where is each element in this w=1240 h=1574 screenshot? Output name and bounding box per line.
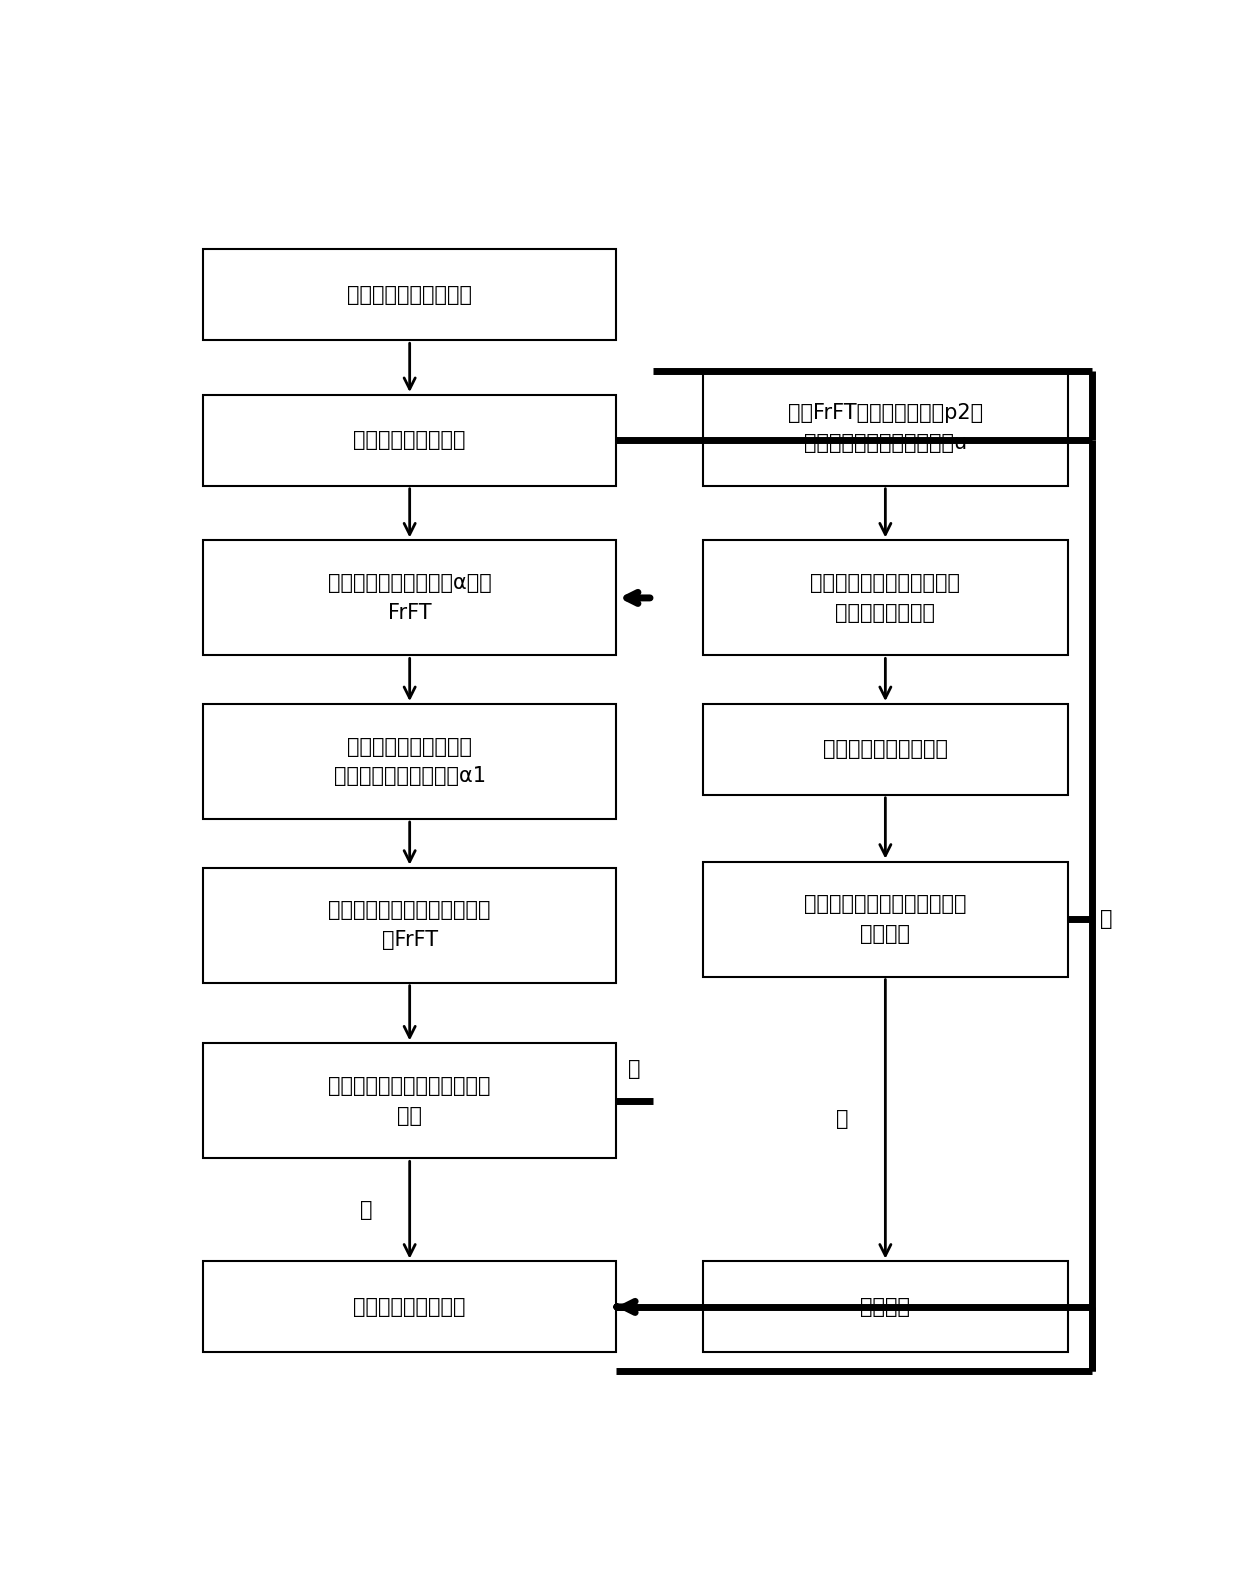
Text: 最强谱线对应的幅度是否小于
门限值？: 最强谱线对应的幅度是否小于 门限值？	[804, 894, 967, 944]
Text: 否: 否	[1100, 910, 1112, 929]
FancyBboxPatch shape	[203, 250, 616, 340]
FancyBboxPatch shape	[703, 861, 1068, 976]
Text: 变换域滤波，信号分离: 变换域滤波，信号分离	[823, 740, 947, 759]
FancyBboxPatch shape	[203, 1044, 616, 1158]
Text: 波束形成后的输出信号: 波束形成后的输出信号	[347, 285, 472, 305]
FancyBboxPatch shape	[203, 1261, 616, 1352]
Text: 二维搜索参数初始化: 二维搜索参数初始化	[353, 430, 466, 450]
FancyBboxPatch shape	[703, 1261, 1068, 1352]
Text: 是: 是	[836, 1110, 848, 1129]
FancyBboxPatch shape	[703, 540, 1068, 655]
Text: 否: 否	[360, 1199, 373, 1220]
Text: 尺度变换，小范围下的精确二
维FrFT: 尺度变换，小范围下的精确二 维FrFT	[329, 900, 491, 951]
Text: 对幅度峰值一维搜索，
得到最大值的旋转参数α1: 对幅度峰值一维搜索， 得到最大值的旋转参数α1	[334, 737, 486, 787]
FancyBboxPatch shape	[703, 704, 1068, 795]
Text: 对遍历所选参数区间的α，做
FrFT: 对遍历所选参数区间的α，做 FrFT	[327, 573, 491, 623]
Text: 估计调频斜率、初始频率脉
宽、脉冲重复周期: 估计调频斜率、初始频率脉 宽、脉冲重复周期	[811, 573, 960, 623]
FancyBboxPatch shape	[203, 395, 616, 486]
Text: 提取FrFT变换阶数估计值p2；
提取最强谱线对应的横坐标u: 提取FrFT变换阶数估计值p2； 提取最强谱线对应的横坐标u	[787, 403, 983, 453]
Text: 窗口是否在一个调频周期内滑
动？: 窗口是否在一个调频周期内滑 动？	[329, 1077, 491, 1125]
Text: 迭代结束: 迭代结束	[861, 1297, 910, 1317]
FancyBboxPatch shape	[703, 371, 1068, 486]
FancyBboxPatch shape	[203, 704, 616, 818]
Text: 是: 是	[629, 1059, 641, 1080]
FancyBboxPatch shape	[203, 540, 616, 655]
Text: 最大谱线幅度归一化: 最大谱线幅度归一化	[353, 1297, 466, 1317]
FancyBboxPatch shape	[203, 867, 616, 982]
